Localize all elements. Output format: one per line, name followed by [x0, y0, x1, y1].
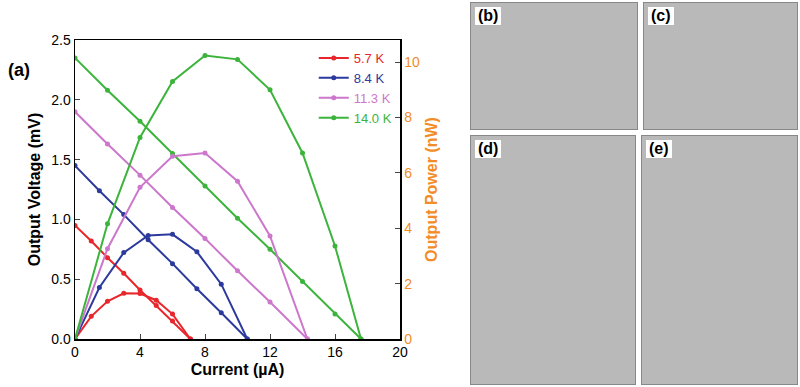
html-text:(a): (a)	[8, 60, 30, 80]
html-text:(d): (d)	[478, 140, 499, 157]
svg-text:8: 8	[404, 109, 412, 125]
svg-text:8: 8	[201, 344, 209, 360]
svg-text:4: 4	[136, 344, 144, 360]
svg-text:1.5: 1.5	[51, 152, 71, 168]
svg-text:5.7 K: 5.7 K	[354, 51, 385, 66]
svg-text:Output Voltage (mV): Output Voltage (mV)	[26, 113, 43, 266]
svg-text:10: 10	[404, 54, 420, 70]
svg-text:20: 20	[392, 344, 408, 360]
html-text:(e): (e)	[649, 140, 669, 157]
svg-text:0.0: 0.0	[51, 331, 71, 347]
svg-text:0.5: 0.5	[51, 271, 71, 287]
svg-text:1.0: 1.0	[51, 211, 71, 227]
svg-text:Output Power (nW): Output Power (nW)	[423, 117, 440, 262]
svg-text:12: 12	[262, 344, 278, 360]
svg-text:2.0: 2.0	[51, 92, 71, 108]
svg-text:2: 2	[404, 276, 412, 292]
html-text:(b): (b)	[478, 7, 499, 24]
svg-text:0: 0	[71, 344, 79, 360]
html-text:(c): (c)	[651, 7, 671, 24]
svg-text:0: 0	[404, 331, 412, 347]
svg-text:Current (µA): Current (µA)	[191, 361, 285, 378]
svg-text:16: 16	[327, 344, 343, 360]
svg-text:4: 4	[404, 220, 412, 236]
svg-text:2.5: 2.5	[51, 32, 71, 48]
svg-text:8.4 K: 8.4 K	[354, 71, 385, 86]
svg-text:11.3 K: 11.3 K	[354, 91, 391, 106]
svg-text:14.0 K: 14.0 K	[354, 111, 392, 126]
svg-text:6: 6	[404, 165, 412, 181]
